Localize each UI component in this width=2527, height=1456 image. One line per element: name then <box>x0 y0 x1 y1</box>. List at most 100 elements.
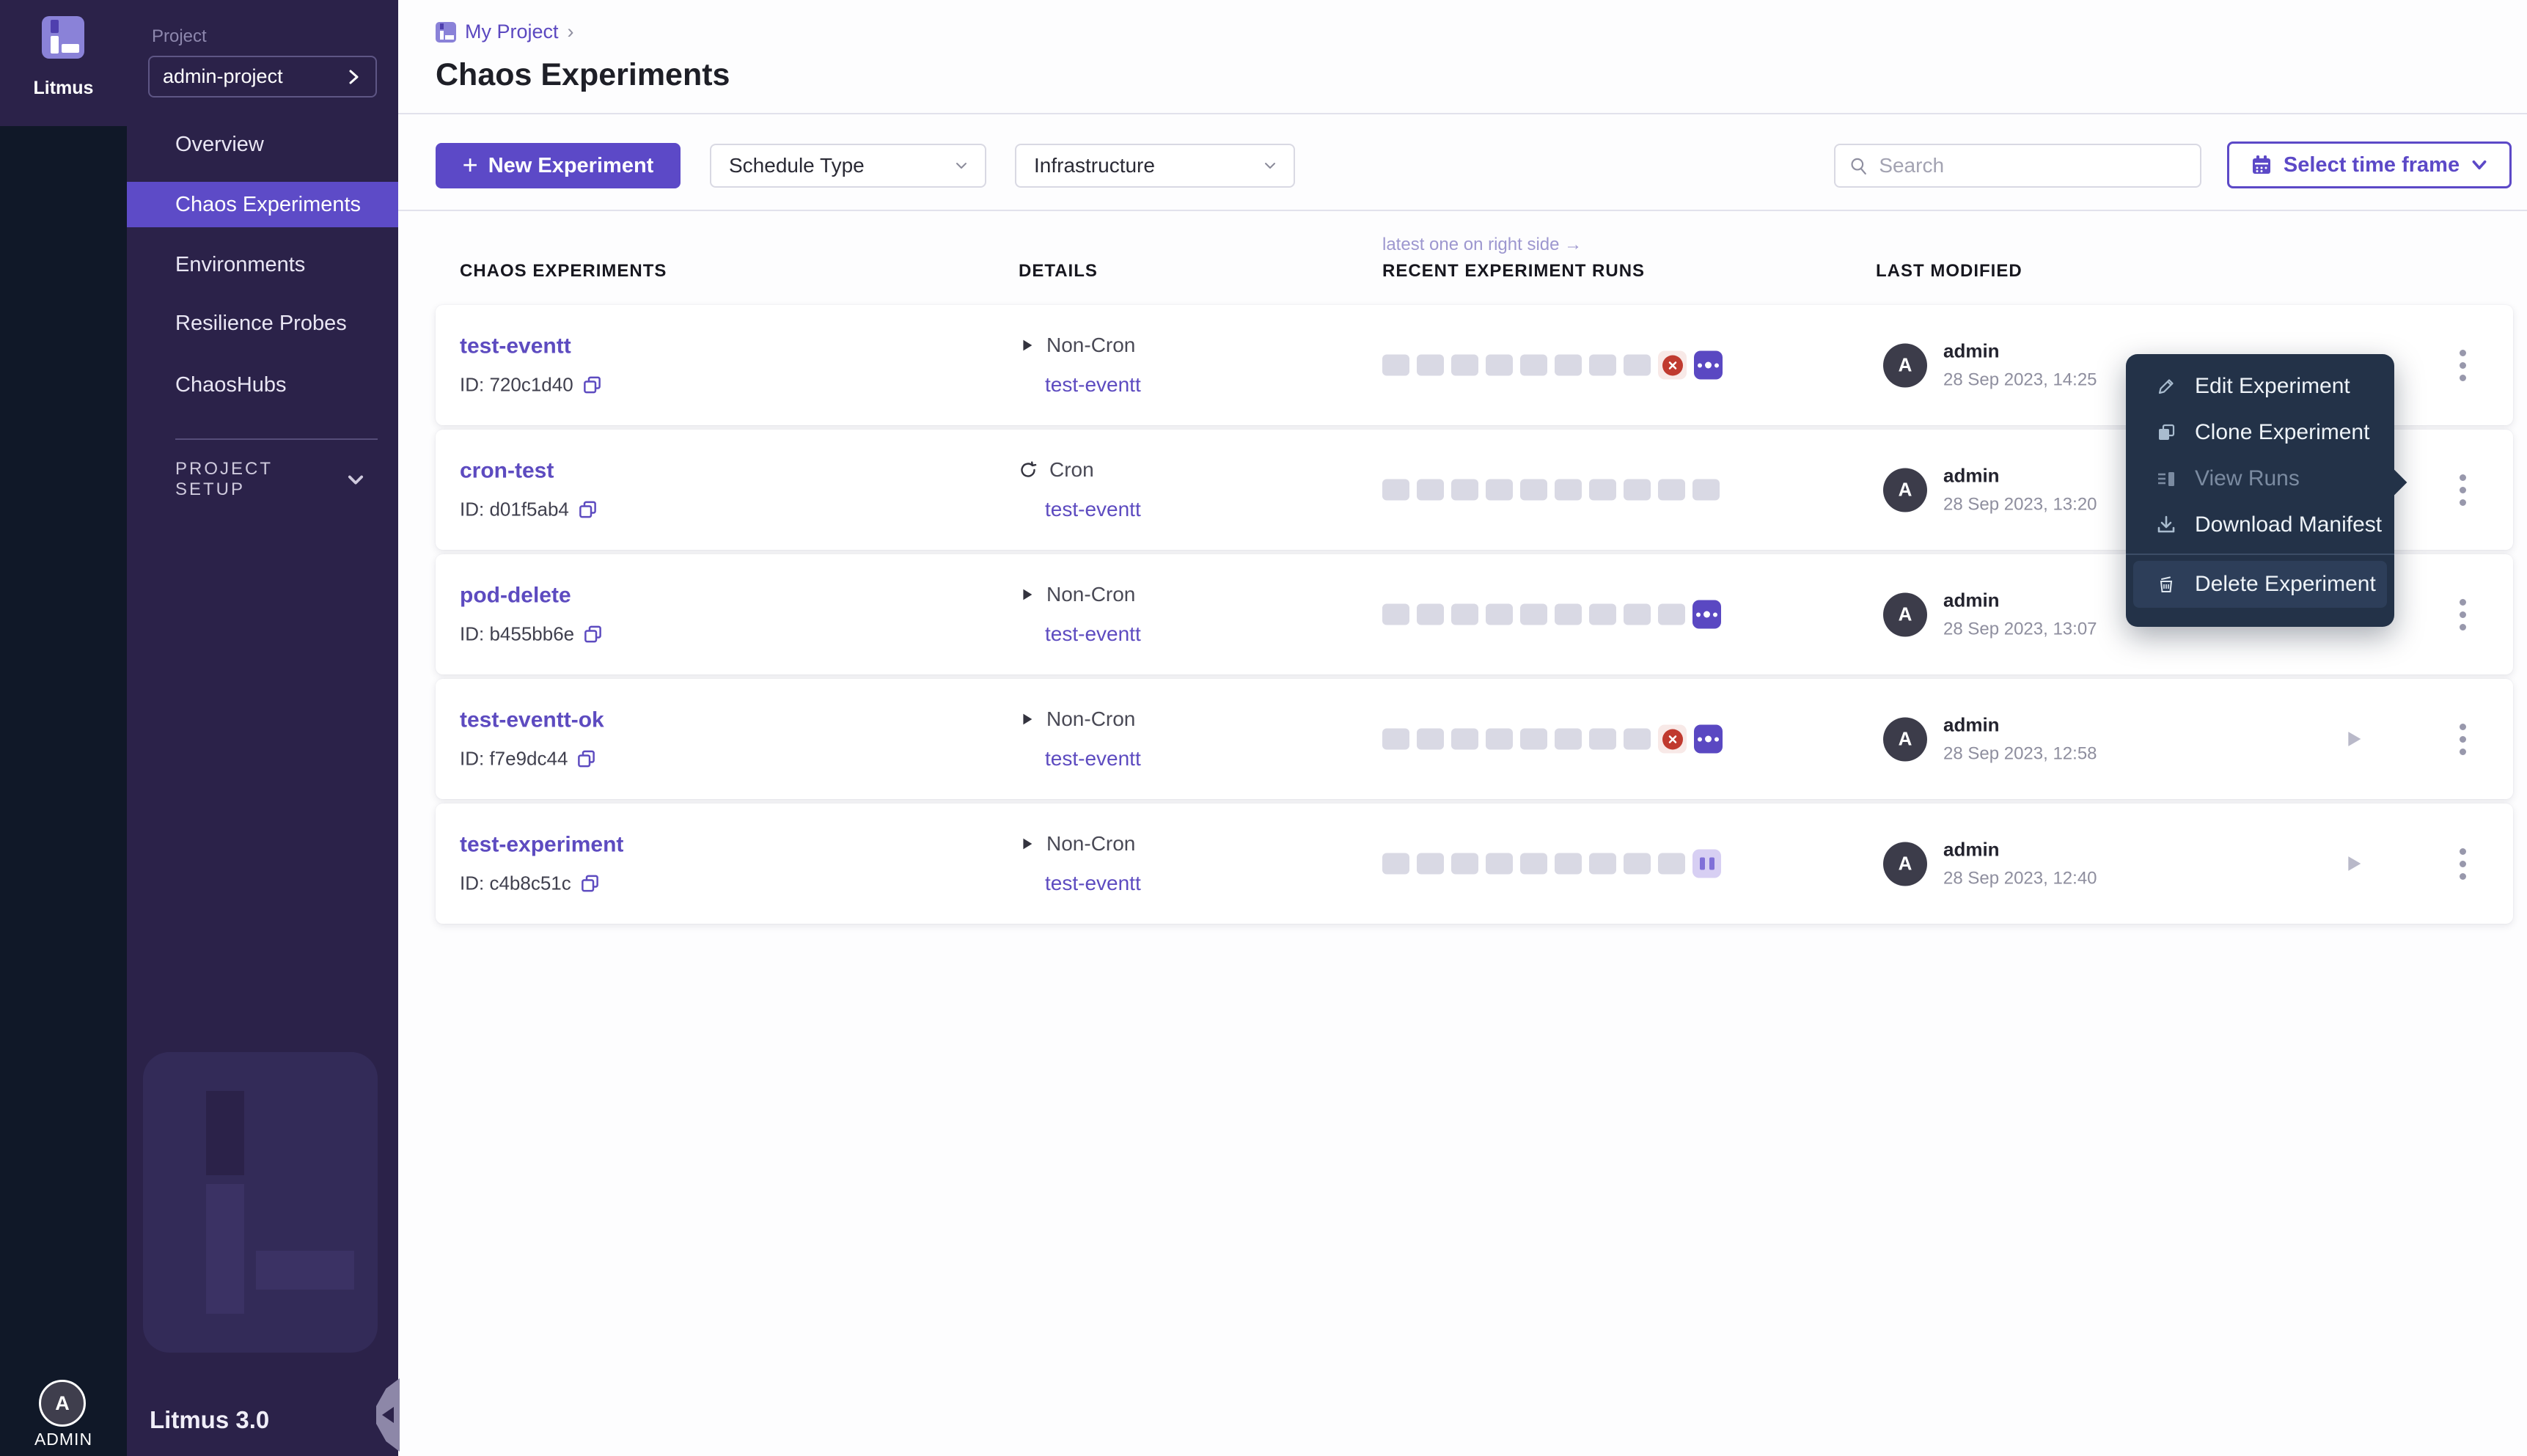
recent-runs-strip[interactable] <box>1382 600 1721 629</box>
run-indicator-gray <box>1520 354 1547 376</box>
row-menu-button[interactable] <box>2446 343 2479 387</box>
infrastructure-filter[interactable]: Infrastructure <box>1015 144 1295 188</box>
copy-icon[interactable] <box>576 749 596 769</box>
avatar: A <box>1883 468 1927 512</box>
sidebar-item-chaoshubs[interactable]: ChaosHubs <box>175 372 287 397</box>
row-menu-button[interactable] <box>2446 592 2479 636</box>
runs-note: latest one on right side → <box>1382 235 1582 254</box>
experiment-row[interactable]: test-eventt-ok ID: f7e9dc44 Non-Cron tes… <box>436 679 2513 799</box>
experiment-link[interactable]: test-eventt <box>1045 872 1141 894</box>
run-indicator-gray <box>1451 728 1478 750</box>
trash-icon <box>2160 576 2173 592</box>
modified-date: 28 Sep 2023, 12:58 <box>1943 743 2097 764</box>
run-indicator-gray <box>1382 603 1409 625</box>
sidebar-item-overview[interactable]: Overview <box>175 132 264 156</box>
run-indicator-gray <box>1451 479 1478 501</box>
experiment-link[interactable]: test-eventt <box>1045 622 1141 645</box>
run-indicator-gray <box>1486 354 1513 376</box>
experiment-row[interactable]: test-experiment ID: c4b8c51c Non-Cron te… <box>436 804 2513 924</box>
run-indicator-gray <box>1520 853 1547 875</box>
experiment-name-link[interactable]: pod-delete <box>460 583 571 608</box>
run-indicator-gray <box>1555 479 1582 501</box>
new-experiment-button[interactable]: + New Experiment <box>436 143 681 188</box>
avatar: A <box>1883 343 1927 387</box>
run-indicator-running[interactable] <box>1692 600 1721 629</box>
experiment-name-link[interactable]: test-eventt-ok <box>460 707 604 732</box>
schedule-type-filter[interactable]: Schedule Type <box>710 144 986 188</box>
sidebar-item-resilience-probes[interactable]: Resilience Probes <box>175 311 347 335</box>
schedule-type-value: Non-Cron <box>1046 583 1136 606</box>
col-header-details: DETAILS <box>1019 261 1098 281</box>
menu-item-download-manifest[interactable]: Download Manifest <box>2126 501 2394 548</box>
experiment-link[interactable]: test-eventt <box>1045 747 1141 770</box>
project-selector[interactable]: admin-project <box>148 56 377 98</box>
sidebar-divider <box>175 438 378 440</box>
breadcrumb-project-link[interactable]: My Project <box>465 21 559 43</box>
recent-runs-strip[interactable] <box>1382 350 1723 380</box>
run-indicator-running[interactable] <box>1694 724 1723 754</box>
run-indicator-gray <box>1589 728 1616 750</box>
run-indicator-running[interactable] <box>1694 350 1723 380</box>
recent-runs-strip[interactable] <box>1382 724 1723 754</box>
experiment-id: ID: c4b8c51c <box>460 872 571 894</box>
experiment-row[interactable]: test-eventt ID: 720c1d40 Non-Cron test-e… <box>436 305 2513 425</box>
col-header-modified: LAST MODIFIED <box>1876 261 2022 281</box>
author-name: admin <box>1943 589 2000 611</box>
run-experiment-button[interactable] <box>2336 723 2369 755</box>
experiment-name-link[interactable]: test-experiment <box>460 832 624 857</box>
play-icon <box>2348 732 2361 746</box>
experiment-name-link[interactable]: cron-test <box>460 458 554 483</box>
download-icon <box>2157 515 2175 532</box>
run-indicator-gray <box>1417 354 1444 376</box>
menu-item-clone-experiment[interactable]: Clone Experiment <box>2126 409 2394 455</box>
run-indicator-gray <box>1451 603 1478 625</box>
menu-item-edit-experiment[interactable]: Edit Experiment <box>2126 363 2394 409</box>
recent-runs-strip[interactable] <box>1382 849 1721 878</box>
left-rail: Litmus A ADMIN <box>0 0 127 1456</box>
run-indicator-gray <box>1486 479 1513 501</box>
run-indicator-gray <box>1555 603 1582 625</box>
run-experiment-button[interactable] <box>2336 848 2369 880</box>
sidebar-item-environments[interactable]: Environments <box>175 252 306 276</box>
experiment-row[interactable]: pod-delete ID: b455bb6e Non-Cron test-ev… <box>436 554 2513 674</box>
search-input[interactable] <box>1879 154 2187 177</box>
run-indicator-paused[interactable] <box>1692 849 1721 878</box>
project-setup-toggle[interactable]: PROJECT SETUP <box>175 459 366 500</box>
run-indicator-gray <box>1555 853 1582 875</box>
collapse-left-icon <box>382 1407 394 1423</box>
modified-date: 28 Sep 2023, 14:25 <box>1943 369 2097 390</box>
sidebar-collapse-button[interactable] <box>376 1378 400 1452</box>
copy-icon[interactable] <box>582 375 602 395</box>
app-version: Litmus 3.0 <box>150 1406 270 1433</box>
experiment-name-link[interactable]: test-eventt <box>460 334 571 359</box>
run-indicator-failed[interactable] <box>1658 724 1687 754</box>
breadcrumb-logo-icon <box>436 21 456 43</box>
user-avatar[interactable]: A <box>39 1380 86 1427</box>
menu-item-view-runs[interactable]: View Runs <box>2126 455 2394 501</box>
author-name: admin <box>1943 464 2000 487</box>
recent-runs-strip[interactable] <box>1382 479 1720 501</box>
breadcrumb: My Project › <box>436 21 574 43</box>
run-indicator-failed[interactable] <box>1658 350 1687 380</box>
experiment-id: ID: 720c1d40 <box>460 373 573 396</box>
run-indicator-gray <box>1382 479 1409 501</box>
copy-icon[interactable] <box>580 874 600 894</box>
noncron-play-icon <box>1023 589 1033 600</box>
breadcrumb-separator: › <box>567 21 574 43</box>
row-menu-button[interactable] <box>2446 717 2479 761</box>
modified-date: 28 Sep 2023, 13:07 <box>1943 619 2097 639</box>
sidebar-item-chaos-experiments[interactable]: Chaos Experiments <box>127 182 398 227</box>
row-menu-button[interactable] <box>2446 842 2479 886</box>
menu-divider <box>2126 554 2394 555</box>
row-menu-button[interactable] <box>2446 468 2479 512</box>
experiment-link[interactable]: test-eventt <box>1045 373 1141 396</box>
experiment-link[interactable]: test-eventt <box>1045 498 1141 521</box>
copy-icon[interactable] <box>578 500 598 520</box>
menu-item-delete-experiment[interactable]: Delete Experiment <box>2133 561 2387 608</box>
run-indicator-gray <box>1589 853 1616 875</box>
author-name: admin <box>1943 713 2000 736</box>
user-label: ADMIN <box>34 1430 93 1449</box>
run-indicator-gray <box>1486 728 1513 750</box>
select-time-frame-button[interactable]: Select time frame <box>2227 141 2512 188</box>
copy-icon[interactable] <box>583 625 603 644</box>
